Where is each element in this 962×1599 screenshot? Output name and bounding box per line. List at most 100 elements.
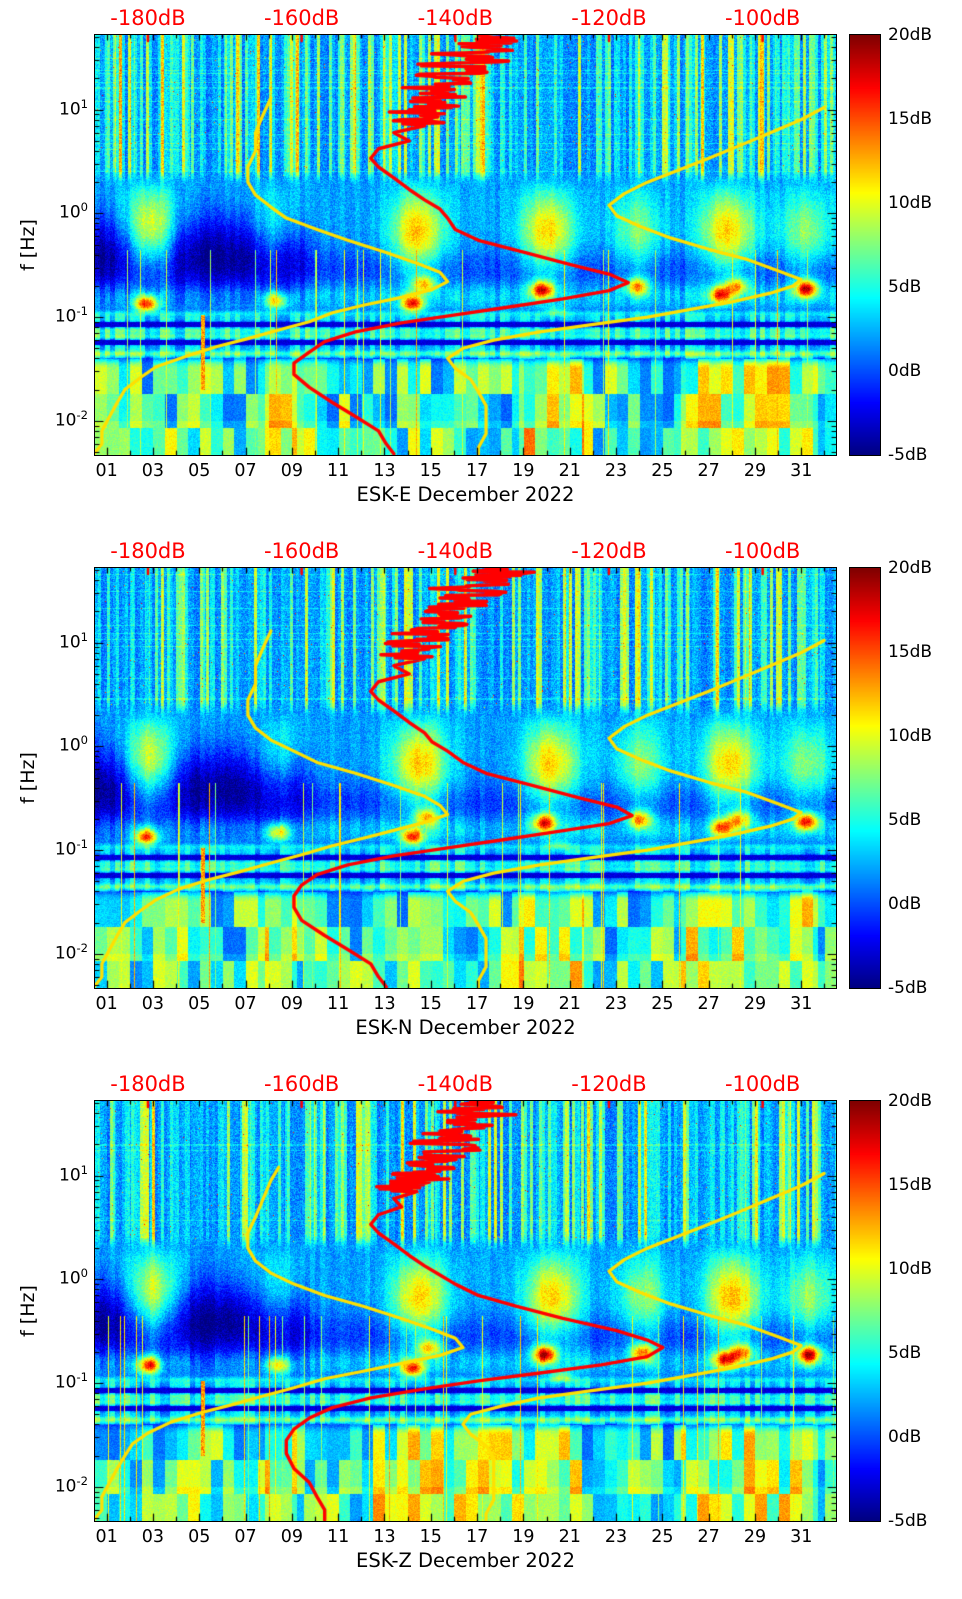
top-axis-label: -120dB <box>571 1072 647 1096</box>
colorbar-tick-label: 10dB <box>888 193 933 213</box>
y-tick-label: 101 <box>59 629 88 653</box>
x-tick-label: 09 <box>280 461 303 481</box>
x-tick-label: 13 <box>373 994 396 1014</box>
x-tick-label: 27 <box>697 1527 720 1547</box>
x-tick-label: 21 <box>558 994 581 1014</box>
x-tick-label: 21 <box>558 461 581 481</box>
top-axis-label: -160dB <box>263 539 340 563</box>
top-axis-label: -120dB <box>571 539 647 563</box>
colorbar-esk-n <box>849 567 881 989</box>
x-tick-label: 11 <box>327 461 350 481</box>
y-tick-label: 101 <box>59 96 88 120</box>
colorbar-tick-label: 5dB <box>888 810 922 830</box>
x-tick-label: 23 <box>604 1527 628 1547</box>
colorbar-esk-e <box>849 34 881 456</box>
y-tick-label: 10-1 <box>54 304 88 327</box>
colorbar-tick-label: 15dB <box>888 642 933 662</box>
y-tick-label: 10-1 <box>54 837 88 860</box>
colorbar-tick-label: 15dB <box>888 1175 933 1195</box>
figure-title-esk-e: ESK-E December 2022 <box>356 483 575 506</box>
x-tick-label: 19 <box>512 461 535 481</box>
x-tick-label: 19 <box>512 1527 535 1547</box>
top-axis-label: -100dB <box>724 539 801 563</box>
x-axis-tick-labels: 01 03 05 07 09 11 13 15 17 19 21 23 25 27 29 31 <box>0 994 962 1018</box>
x-tick-label: 01 <box>95 1527 118 1547</box>
x-tick-label: 09 <box>280 994 303 1014</box>
x-tick-label: 05 <box>188 1527 211 1547</box>
x-tick-label: 01 <box>95 461 118 481</box>
y-tick-label: 100 <box>59 200 88 224</box>
x-tick-label: 17 <box>465 461 489 481</box>
colorbar-esk-z <box>849 1100 881 1522</box>
y-tick-label: 100 <box>59 733 88 757</box>
top-axis-db-scale: -180dB -160dB -140dB -120dB -100dB <box>0 539 962 567</box>
x-tick-label: 31 <box>790 461 813 481</box>
top-axis-label: -140dB <box>417 539 493 563</box>
colorbar-tick-label: 0dB <box>888 894 922 914</box>
x-tick-label: 29 <box>743 1527 767 1547</box>
top-axis-db-scale: -180dB -160dB -140dB -120dB -100dB <box>0 1072 962 1100</box>
x-tick-label: 03 <box>141 994 165 1014</box>
x-tick-label: 09 <box>280 1527 303 1547</box>
y-tick-label: 10-2 <box>54 1473 88 1497</box>
x-tick-label: 29 <box>743 461 767 481</box>
x-tick-label: 13 <box>373 1527 396 1547</box>
spectrogram-canvas-esk-z <box>94 1100 837 1522</box>
x-tick-label: 25 <box>651 461 674 481</box>
x-axis-tick-labels: 01 03 05 07 09 11 13 15 17 19 21 23 25 27 29 31 <box>0 1527 962 1551</box>
x-tick-label: 03 <box>141 461 165 481</box>
x-tick-label: 07 <box>234 1527 257 1547</box>
top-axis-db-scale: -180dB -160dB -140dB -120dB -100dB <box>0 6 962 34</box>
x-tick-label: 15 <box>419 994 442 1014</box>
colorbar-tick-label: 5dB <box>888 277 922 297</box>
top-axis-label: -180dB <box>110 1072 186 1096</box>
top-axis-label: -180dB <box>110 6 186 30</box>
top-axis-label: -140dB <box>417 6 493 30</box>
colorbar-tick-label: 10dB <box>888 726 933 746</box>
x-tick-label: 07 <box>234 461 257 481</box>
y-tick-label: 10-1 <box>54 1370 88 1393</box>
colorbar-tick-label: -5dB <box>888 1511 928 1531</box>
x-tick-label: 17 <box>465 1527 489 1547</box>
top-axis-label: -140dB <box>417 1072 493 1096</box>
y-tick-label: 10-2 <box>54 940 88 964</box>
top-axis-label: -160dB <box>263 6 340 30</box>
x-tick-label: 11 <box>327 994 350 1014</box>
x-tick-label: 17 <box>465 994 489 1014</box>
x-tick-label: 15 <box>419 461 442 481</box>
top-axis-label: -120dB <box>571 6 647 30</box>
x-tick-label: 05 <box>188 461 211 481</box>
spectrogram-canvas-esk-e <box>94 34 837 456</box>
x-tick-label: 23 <box>604 461 628 481</box>
x-tick-label: 13 <box>373 461 396 481</box>
figure-title-esk-n: ESK-N December 2022 <box>355 1016 576 1039</box>
colorbar-tick-label: 20dB <box>888 25 933 45</box>
x-tick-label: 31 <box>790 1527 813 1547</box>
colorbar-tick-label: -5dB <box>888 978 928 998</box>
colorbar-tick-label: 10dB <box>888 1259 933 1279</box>
x-tick-label: 19 <box>512 994 535 1014</box>
x-tick-label: 15 <box>419 1527 442 1547</box>
top-axis-label: -160dB <box>263 1072 340 1096</box>
colorbar-tick-label: 0dB <box>888 361 922 381</box>
spectrogram-canvas-esk-n <box>94 567 837 989</box>
figure-title-esk-z: ESK-Z December 2022 <box>356 1549 575 1572</box>
spectrogram-figure-esk-e: -180dB -160dB -140dB -120dB -100dB f [Hz] 01… <box>0 0 962 533</box>
y-tick-label: 101 <box>59 1162 88 1186</box>
top-axis-label: -100dB <box>724 6 801 30</box>
x-tick-label: 03 <box>141 1527 165 1547</box>
x-tick-label: 27 <box>697 994 720 1014</box>
y-tick-label: 100 <box>59 1266 88 1290</box>
x-tick-label: 27 <box>697 461 720 481</box>
colorbar-tick-label: 0dB <box>888 1427 922 1447</box>
x-tick-label: 21 <box>558 1527 581 1547</box>
x-tick-label: 11 <box>327 1527 350 1547</box>
colorbar-tick-label: 20dB <box>888 1091 933 1111</box>
colorbar-tick-label: 20dB <box>888 558 933 578</box>
top-axis-label: -100dB <box>724 1072 801 1096</box>
x-tick-label: 01 <box>95 994 118 1014</box>
x-tick-label: 29 <box>743 994 767 1014</box>
colorbar-tick-label: 15dB <box>888 109 933 129</box>
x-tick-label: 31 <box>790 994 813 1014</box>
x-tick-label: 05 <box>188 994 211 1014</box>
